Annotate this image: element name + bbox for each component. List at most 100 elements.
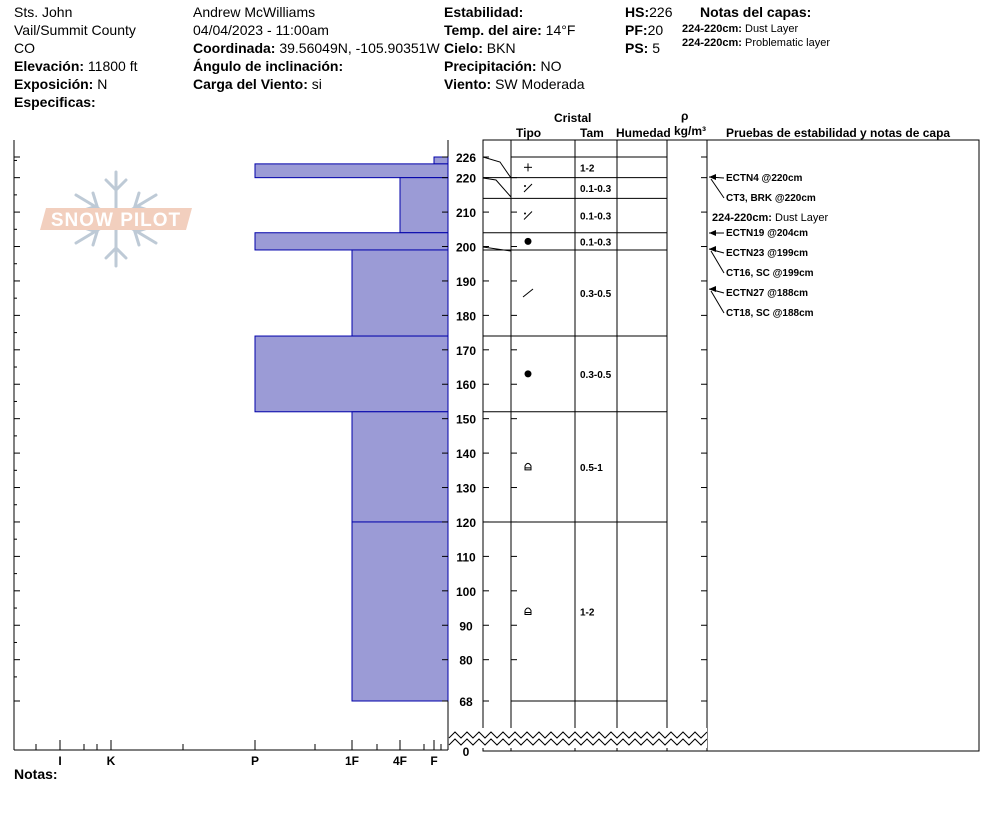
hardness-label-2: P: [251, 754, 259, 768]
hs-label: HS:: [625, 4, 650, 20]
crystal-symbol-plus-icon: [524, 163, 532, 172]
crystal-symbol-slash-icon: [522, 288, 534, 298]
hardness-bar-2: [399, 177, 449, 234]
aspect: Exposición: N: [14, 76, 107, 92]
crystal-size-7: 1-2: [580, 607, 595, 618]
wind: Viento: SW Moderada: [444, 76, 585, 92]
arrow-icon: [709, 286, 716, 292]
stability-test-1: CT3, BRK @220cm: [726, 193, 816, 204]
header-density-unit: kg/m³: [674, 124, 707, 138]
wind-load-label: Carga del Viento:: [193, 76, 308, 92]
hardness-label-0: I: [58, 754, 61, 768]
coord-label: Coordinada:: [193, 40, 276, 56]
crystal-size-4: 0.3-0.5: [580, 289, 612, 300]
wind-value: SW Moderada: [495, 76, 585, 92]
test-leader-5: [710, 250, 725, 274]
test-note-2: 224-220cm: Dust Layer: [712, 212, 829, 224]
crystal-size-1: 0.1-0.3: [580, 184, 612, 195]
arrow-icon: [709, 246, 716, 252]
elevation: Elevación: 11800 ft: [14, 58, 137, 74]
depth-label-11: 120: [456, 516, 476, 530]
depth-label-12: 110: [456, 550, 476, 564]
arrow-icon: [709, 174, 716, 180]
specifics-label: Especificas:: [14, 94, 96, 110]
crystal-size-0: 1-2: [580, 163, 595, 174]
sky-label: Cielo:: [444, 40, 483, 56]
air-temp: Temp. del aire: 14°F: [444, 22, 575, 38]
aspect-value: N: [97, 76, 108, 92]
layer-note-1: 224-220cm: Dust Layer: [682, 23, 798, 36]
depth-label-8: 150: [456, 413, 476, 427]
depth-label-10: 130: [456, 482, 476, 496]
crystal-symbol-cup-icon: [524, 462, 532, 471]
state: CO: [14, 40, 35, 56]
connector-diag-2: [482, 177, 512, 198]
air-temp-value: 14°F: [545, 22, 576, 38]
connector-diag-1: [482, 156, 512, 179]
crystal-size-3: 0.1-0.3: [580, 237, 612, 248]
hardness-label-5: F: [430, 754, 437, 768]
coord-value: 39.56049N, -105.90351W: [279, 40, 440, 56]
layer-note-2: 224-220cm: Problematic layer: [682, 37, 830, 50]
depth-label-4: 190: [456, 275, 476, 289]
stability-test-5: CT16, SC @199cm: [726, 268, 814, 279]
depth-label-14: 90: [459, 619, 473, 633]
test-leader-7: [710, 290, 725, 314]
depth-label-6: 170: [456, 344, 476, 358]
layer-notes-title: Notas del capas:: [700, 4, 812, 20]
stability-test-7: CT18, SC @188cm: [726, 308, 814, 319]
hardness-bar-6: [351, 411, 449, 523]
hardness-bar-4: [351, 249, 449, 337]
wind-load-value: si: [311, 76, 322, 92]
depth-label-15: 80: [459, 654, 473, 668]
depth-label-16: 68: [459, 695, 473, 709]
test-leader-1: [710, 178, 725, 199]
pf: PF:20: [625, 22, 663, 38]
depth-label-1: 220: [456, 172, 476, 186]
snowpilot-logo: SNOW PILOT: [40, 170, 192, 268]
pf-label: PF:: [625, 22, 648, 38]
depth-label-3: 200: [456, 241, 476, 255]
header-tipo: Tipo: [516, 126, 542, 140]
header-tests: Pruebas de estabilidad y notas de capa: [726, 126, 951, 140]
precip-value: NO: [540, 58, 562, 74]
hs-value: 226: [649, 4, 673, 20]
depth-label-7: 160: [456, 378, 476, 392]
crystal-symbol-cup-icon: [524, 607, 532, 615]
depth-label-0: 226: [456, 151, 476, 165]
precip-label: Precipitación:: [444, 58, 537, 74]
crystal-symbol-dot-icon: [524, 370, 532, 378]
hardness-bar-3: [254, 232, 449, 251]
logo-text: SNOW PILOT: [51, 210, 181, 231]
stability-test-0: ECTN4 @220cm: [726, 173, 803, 184]
table-frame: [482, 139, 980, 752]
header-tam: Tam: [580, 126, 604, 140]
wind-label: Viento:: [444, 76, 492, 92]
aspect-label: Exposición:: [14, 76, 94, 92]
layer-note-2-text: Problematic layer: [745, 37, 830, 49]
hardness-bar-7: [351, 521, 449, 702]
layer-note-2-range: 224-220cm:: [682, 37, 742, 49]
sky: Cielo: BKN: [444, 40, 516, 56]
stability-test-6: ECTN27 @188cm: [726, 288, 808, 299]
depth-label-13: 100: [456, 585, 476, 599]
crystal-symbol-dot-icon: [524, 237, 532, 245]
precipitation: Precipitación: NO: [444, 58, 561, 74]
depth-label-5: 180: [456, 309, 476, 323]
hardness-bar-5: [254, 335, 449, 413]
hardness-label-4: 4F: [393, 754, 407, 768]
header-humedad: Humedad: [616, 126, 671, 140]
crystal-size-5: 0.3-0.5: [580, 370, 612, 381]
arrow-icon: [709, 230, 716, 236]
datetime: 04/04/2023 - 11:00am: [193, 22, 329, 38]
header-rho: ρ: [681, 109, 689, 123]
crystal-symbol-slash-dot-icon: [523, 211, 533, 220]
pf-value: 20: [647, 22, 664, 38]
crystal-size-6: 0.5-1: [580, 463, 603, 474]
ps: PS: 5: [625, 40, 660, 56]
hardness-label-3: 1F: [345, 754, 359, 768]
incline-label: Ángulo de inclinación:: [193, 58, 344, 74]
hardness-bar-1: [254, 163, 449, 179]
connector-diag-3: [482, 246, 512, 252]
elevation-value: 11800 ft: [87, 58, 138, 74]
